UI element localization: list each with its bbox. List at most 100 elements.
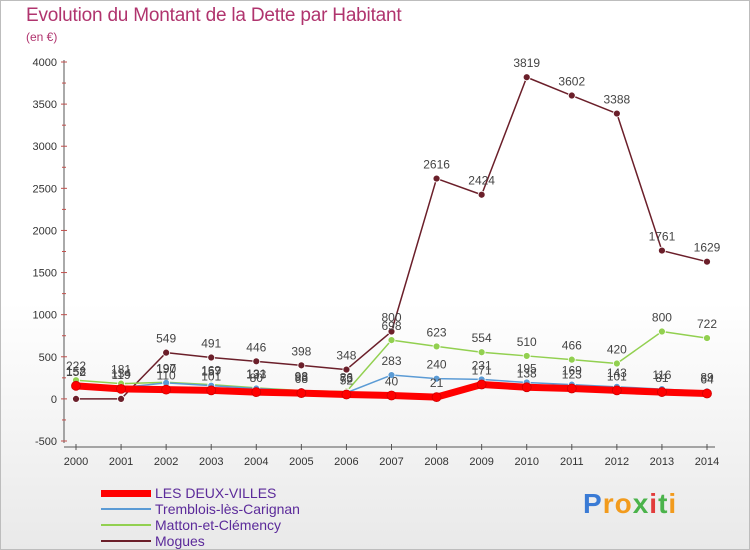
data-point xyxy=(162,348,171,357)
data-label: 68 xyxy=(295,372,309,386)
data-point xyxy=(251,387,262,398)
data-point xyxy=(703,257,711,266)
data-point xyxy=(522,73,531,82)
data-point xyxy=(566,383,577,394)
data-point xyxy=(341,389,352,400)
y-tick-label: 1000 xyxy=(33,310,57,322)
x-tick-label: 2011 xyxy=(560,456,584,468)
data-label: 21 xyxy=(430,376,444,390)
data-point xyxy=(387,327,396,336)
data-label: 2616 xyxy=(423,158,450,172)
data-label: 143 xyxy=(607,366,627,380)
data-point xyxy=(206,385,217,396)
data-label: 549 xyxy=(156,332,176,346)
data-label: 1761 xyxy=(649,230,676,244)
data-point xyxy=(431,392,442,403)
data-label: 98 xyxy=(295,370,309,384)
proxiti-logo: Proxiti xyxy=(583,488,677,520)
x-tick-label: 2006 xyxy=(334,456,358,468)
data-label: 348 xyxy=(336,349,356,363)
data-label: 722 xyxy=(697,317,717,331)
data-label: 2424 xyxy=(468,174,495,188)
data-label: 510 xyxy=(517,335,537,349)
y-tick-label: 2000 xyxy=(33,225,57,237)
data-label: 3388 xyxy=(604,93,631,107)
chart-unit-label: (en €) xyxy=(26,30,58,44)
data-label: 420 xyxy=(607,343,627,357)
y-tick-label: 2500 xyxy=(33,183,57,195)
x-tick-label: 2003 xyxy=(199,456,223,468)
data-label: 73 xyxy=(340,372,354,386)
legend-swatch xyxy=(101,524,151,526)
data-label: 171 xyxy=(472,363,492,377)
data-point xyxy=(522,352,531,360)
data-label: 181 xyxy=(111,363,131,377)
y-tick-label: 0 xyxy=(51,394,57,406)
data-point xyxy=(567,91,576,100)
data-label: 446 xyxy=(246,340,266,354)
data-point xyxy=(161,384,172,395)
logo-letter: r xyxy=(602,488,615,519)
data-point xyxy=(72,394,80,403)
legend-swatch xyxy=(101,489,151,497)
data-label: 119 xyxy=(112,368,131,382)
data-label: 123 xyxy=(246,368,266,382)
data-label: 138 xyxy=(517,366,537,380)
data-label: 222 xyxy=(66,359,86,373)
data-label: 40 xyxy=(385,375,399,389)
data-label: 623 xyxy=(427,325,447,339)
y-tick-label: 3000 xyxy=(33,141,57,153)
data-point xyxy=(521,382,532,393)
x-tick-label: 2010 xyxy=(514,456,538,468)
x-tick-label: 2007 xyxy=(379,456,403,468)
legend-label: Tremblois-lès-Carignan xyxy=(155,501,300,517)
data-point xyxy=(658,327,666,336)
data-point xyxy=(432,174,441,183)
data-point xyxy=(297,361,306,370)
data-label: 93 xyxy=(295,370,309,384)
data-label: 800 xyxy=(652,311,672,325)
data-point xyxy=(342,365,351,374)
data-label: 283 xyxy=(381,354,401,368)
legend-label: LES DEUX-VILLES xyxy=(155,485,277,501)
data-point xyxy=(477,348,486,357)
data-label: 1629 xyxy=(694,241,721,255)
data-label: 800 xyxy=(381,311,401,325)
logo-letter: t xyxy=(658,488,669,519)
data-point xyxy=(612,109,621,118)
data-point xyxy=(567,355,576,364)
data-point xyxy=(658,246,666,255)
data-label: 52 xyxy=(340,374,354,388)
chart-title: Evolution du Montant de la Dette par Hab… xyxy=(26,5,402,26)
data-point xyxy=(207,353,216,362)
data-label: 158 xyxy=(66,365,86,379)
logo-letter: i xyxy=(668,488,678,519)
y-tick-label: 3500 xyxy=(33,99,57,111)
data-label: 169 xyxy=(562,364,582,378)
data-label: 131 xyxy=(246,367,266,381)
data-label: 3602 xyxy=(558,75,585,89)
data-point xyxy=(657,387,667,397)
data-point xyxy=(71,380,81,391)
logo-letter: i xyxy=(649,488,659,519)
x-tick-label: 2005 xyxy=(289,456,313,468)
x-tick-label: 2008 xyxy=(424,456,448,468)
logo-letter: P xyxy=(583,488,603,519)
data-label: 157 xyxy=(201,365,221,379)
data-point xyxy=(296,388,307,399)
legend-swatch xyxy=(101,508,151,510)
data-label: 398 xyxy=(291,344,311,358)
logo-letter: o xyxy=(614,488,633,519)
x-tick-label: 2000 xyxy=(64,456,88,468)
data-label: 197 xyxy=(156,361,176,375)
data-label: 190 xyxy=(156,362,176,376)
data-label: 64 xyxy=(700,372,714,386)
data-label: 554 xyxy=(472,331,492,345)
data-label: 169 xyxy=(201,364,221,378)
data-point xyxy=(432,342,441,351)
data-label: 698 xyxy=(381,319,401,333)
legend-swatch xyxy=(101,540,151,542)
x-tick-label: 2014 xyxy=(695,456,719,468)
